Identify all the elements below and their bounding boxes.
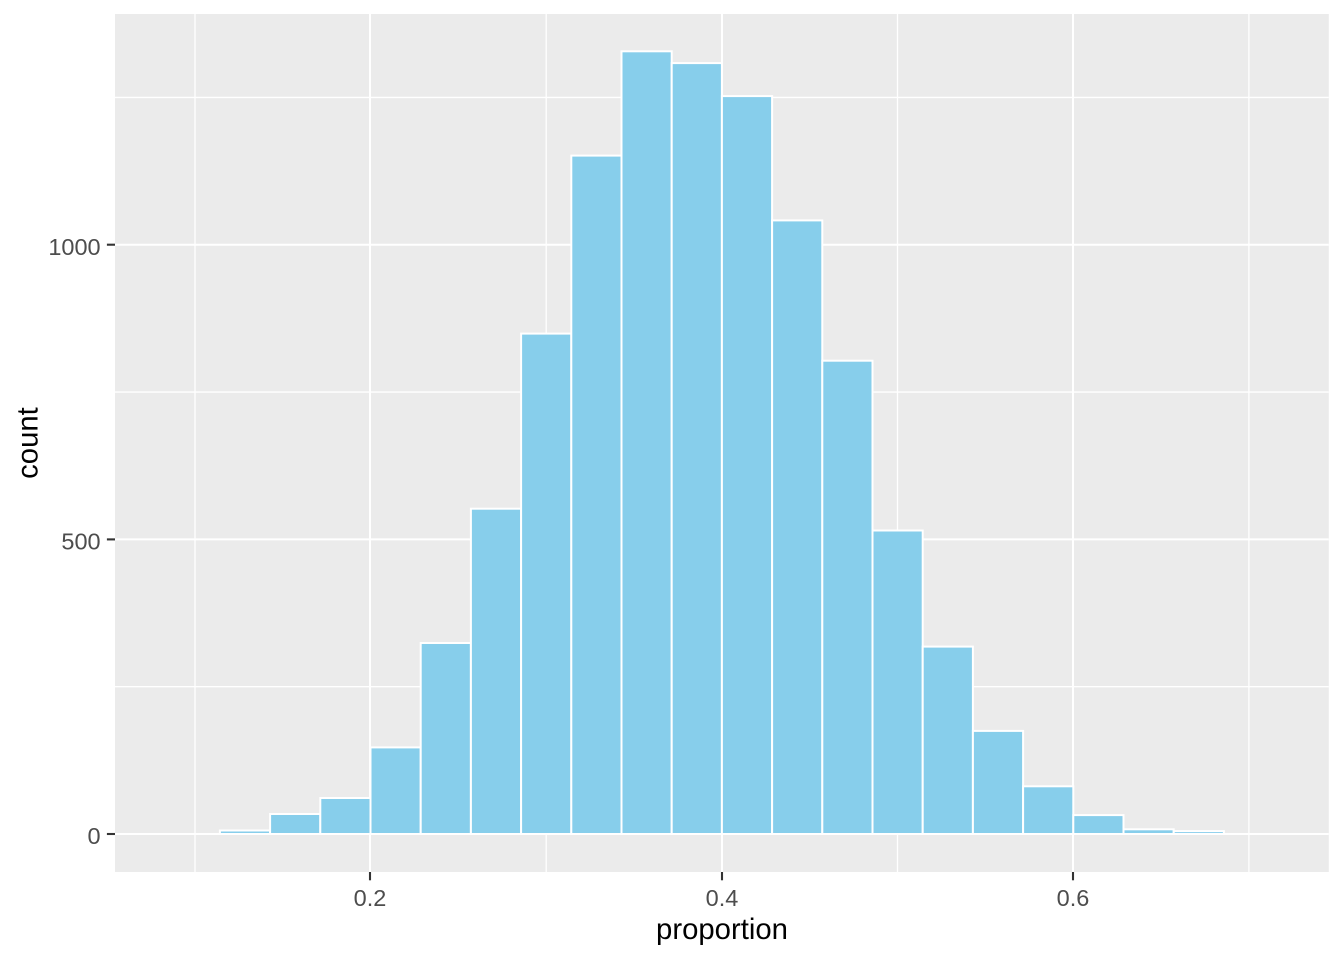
svg-text:0.6: 0.6 xyxy=(1057,885,1090,911)
svg-text:proportion: proportion xyxy=(656,913,788,946)
svg-text:500: 500 xyxy=(61,529,100,555)
svg-text:0.4: 0.4 xyxy=(706,885,739,911)
svg-text:count: count xyxy=(11,407,44,479)
svg-text:0.2: 0.2 xyxy=(354,885,387,911)
svg-text:0: 0 xyxy=(88,823,101,849)
svg-text:1000: 1000 xyxy=(48,234,100,260)
